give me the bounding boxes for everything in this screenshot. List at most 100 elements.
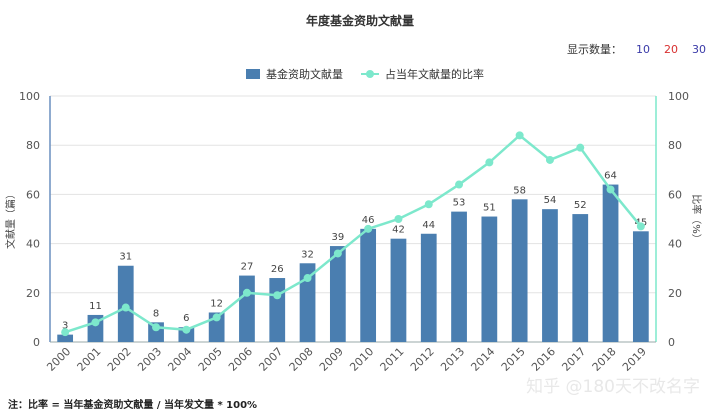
ratio-point [182,325,191,334]
display-count-selector: 显示数量： 10 20 30 [567,41,706,57]
bar [451,211,467,342]
y2-tick-label: 80 [668,139,682,152]
bar [542,209,558,342]
x-tick-label: 2003 [135,345,164,374]
legend: 基金资助文献量 占当年文献量的比率 [246,66,502,82]
bar-data-label: 54 [544,195,557,206]
ratio-point [273,291,282,300]
legend-bar-label: 基金资助文献量 [266,68,343,81]
legend-line-label: 占当年文献量的比率 [385,68,484,81]
legend-bar-swatch [246,69,260,79]
bar-data-label: 46 [362,215,375,226]
x-tick-label: 2013 [438,345,467,374]
x-tick-label: 2018 [590,345,619,374]
x-tick-label: 2001 [75,345,104,374]
bar-data-label: 42 [392,225,405,236]
footnote: 注：比率 = 当年基金资助文献量 / 当年发文量 * 100% [8,400,258,411]
count-option-20[interactable]: 20 [664,43,678,56]
ratio-point [242,288,251,297]
ratio-point [333,249,342,258]
ratio-point [61,328,70,337]
y2-tick-label: 40 [668,238,682,251]
bar-data-label: 11 [89,301,102,312]
y2-axis-title: 比率（%） [690,194,703,244]
ratio-point [121,303,130,312]
bar [57,334,74,342]
y2-tick-label: 60 [668,188,682,201]
bar-data-label: 32 [301,249,314,260]
ratio-point [576,143,585,152]
ratio-point [364,224,373,233]
count-option-10[interactable]: 10 [636,43,650,56]
x-tick-label: 2005 [196,345,225,374]
bar-data-label: 31 [119,252,132,263]
bar-data-label: 39 [331,232,344,243]
ratio-point [394,215,403,223]
bar [390,238,407,342]
count-option-30[interactable]: 30 [692,43,706,56]
legend-item-line[interactable]: 占当年文献量的比率 [361,66,484,82]
display-count-label: 显示数量： [567,43,622,56]
x-tick-label: 2012 [408,345,437,374]
y-tick-label: 0 [33,336,40,349]
bar [481,216,498,342]
bar-data-label: 64 [604,171,617,182]
y-tick-label: 80 [26,139,40,152]
x-tick-label: 2000 [44,345,73,374]
y-tick-label: 60 [26,188,40,201]
ratio-line [64,133,642,334]
bar [572,214,589,342]
bar-data-label: 27 [241,262,254,273]
bar-data-label: 6 [183,313,189,324]
bar-data-label: 3 [62,321,68,332]
bar-data-label: 53 [453,198,466,209]
y2-tick-label: 0 [668,336,675,349]
x-tick-label: 2015 [499,345,528,374]
bar [178,327,195,342]
ratio-point [303,274,312,283]
ratio-point [424,200,433,209]
bar [239,275,255,342]
y2-tick-label: 100 [668,90,689,103]
legend-item-bar[interactable]: 基金资助文献量 [246,66,343,82]
bar [602,184,619,342]
x-tick-label: 2009 [317,345,346,374]
x-tick-label: 2010 [347,345,376,374]
legend-line-swatch [361,69,379,79]
x-tick-label: 2006 [226,345,255,374]
ratio-point [455,180,464,189]
watermark: 知乎 @180天不改名字 [526,377,700,397]
ratio-point [91,318,100,327]
bar [360,228,377,342]
bar [269,278,286,342]
bar-data-label: 8 [153,308,159,319]
bar [329,246,346,342]
ratio-point [545,155,554,164]
y2-tick-label: 20 [668,287,682,300]
bar-data-label: 26 [271,264,284,275]
ratio-point [485,158,494,167]
x-tick-label: 2007 [256,345,285,374]
bar [632,231,649,342]
bar [511,199,528,342]
y-tick-label: 40 [26,238,40,251]
x-tick-label: 2019 [620,345,649,374]
y-tick-label: 100 [19,90,40,103]
x-tick-label: 2004 [165,345,194,374]
ratio-point [606,185,615,194]
y-tick-label: 20 [26,287,40,300]
y-axis-title: 文献量（篇） [4,189,17,249]
x-tick-label: 2002 [105,345,134,374]
x-tick-label: 2014 [468,345,497,374]
x-tick-label: 2017 [559,345,588,374]
bar [299,263,316,342]
bar-data-label: 51 [483,203,496,214]
bar [420,233,437,342]
ratio-point [515,131,524,140]
ratio-point [212,313,221,322]
x-tick-label: 2011 [378,345,407,374]
bar-data-label: 58 [513,185,526,196]
bar-data-label: 44 [422,220,435,231]
bar-data-label: 12 [210,298,223,309]
